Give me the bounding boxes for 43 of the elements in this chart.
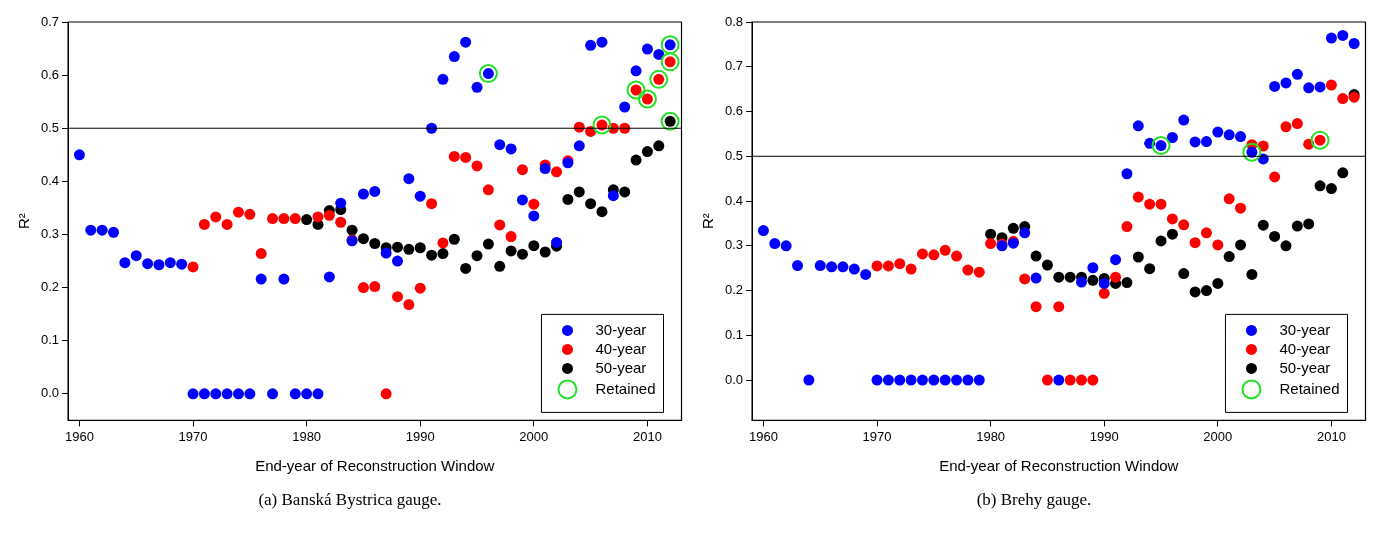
x-tick-label: 1960 (748, 428, 778, 444)
legend-label: 50-year (595, 358, 647, 376)
legend-label: Retained (1279, 379, 1340, 397)
y-tick-label: 0.7 (724, 58, 744, 74)
legend-label: 40-year (1279, 339, 1331, 357)
y-tick-label: 0.8 (724, 13, 744, 29)
x-axis-title: End-year of Reconstruction Window (255, 457, 495, 475)
y-tick-label: 0.1 (40, 332, 60, 348)
x-tick-label: 2000 (1203, 428, 1233, 444)
x-tick-label: 2000 (519, 428, 549, 444)
y-tick-label: 0.6 (40, 66, 60, 82)
x-tick-label: 1980 (976, 428, 1006, 444)
y-axis-title: R² (15, 213, 33, 230)
legend-label: 40-year (595, 339, 647, 357)
y-axis-title: R² (699, 213, 717, 230)
legend-label: 30-year (1279, 320, 1331, 338)
text: (a) Banská Bystrica gauge. (257, 490, 443, 510)
y-tick-label: 0.2 (724, 282, 744, 298)
legend-label: 50-year (1279, 358, 1331, 376)
y-tick-label: 0.4 (40, 172, 60, 188)
x-tick-label: 1970 (862, 428, 892, 444)
y-tick-label: 0.5 (724, 147, 744, 163)
text: (b) Brehy gauge. (975, 490, 1093, 510)
y-tick-label: 0.4 (724, 192, 744, 208)
y-tick-label: 0.0 (40, 385, 60, 401)
legend-label: 30-year (595, 320, 647, 338)
x-tick-label: 1980 (292, 428, 322, 444)
y-tick-label: 0.5 (40, 119, 60, 135)
y-tick-label: 0.3 (724, 237, 744, 253)
y-tick-label: 0.6 (724, 103, 744, 119)
x-tick-label: 1990 (405, 428, 435, 444)
x-tick-label: 1960 (64, 428, 94, 444)
y-tick-label: 0.3 (40, 226, 60, 242)
x-tick-label: 2010 (1316, 428, 1346, 444)
x-tick-label: 2010 (632, 428, 662, 444)
y-tick-label: 0.7 (40, 13, 60, 29)
x-axis-title: End-year of Reconstruction Window (939, 457, 1179, 475)
y-tick-label: 0.2 (40, 279, 60, 295)
y-tick-label: 0.0 (724, 371, 744, 387)
x-tick-label: 1970 (178, 428, 208, 444)
legend-label: Retained (595, 379, 656, 397)
x-tick-label: 1990 (1089, 428, 1119, 444)
y-tick-label: 0.1 (724, 326, 744, 342)
